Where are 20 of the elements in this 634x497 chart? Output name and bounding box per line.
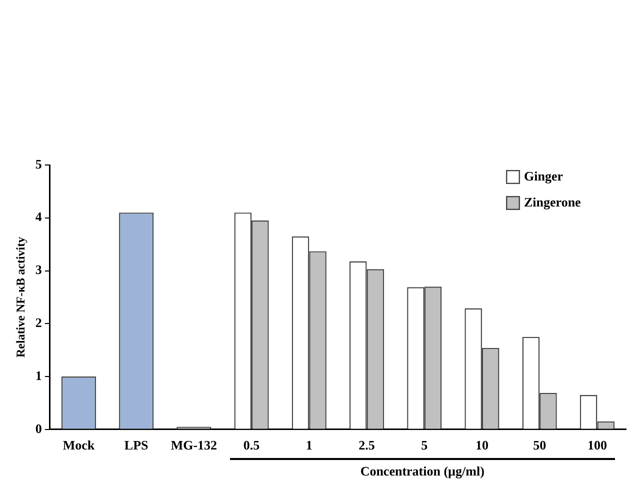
x-tick-label: 2.5 bbox=[358, 438, 376, 453]
y-tick-label: 4 bbox=[35, 209, 42, 224]
y-axis-title: Relative NF-κB activity bbox=[13, 236, 28, 358]
y-tick-label: 5 bbox=[35, 156, 42, 172]
x-tick-label: 1 bbox=[306, 438, 312, 453]
x-tick-label: 100 bbox=[587, 438, 607, 453]
x-tick-label: 50 bbox=[533, 438, 546, 453]
y-tick-label: 2 bbox=[35, 315, 42, 330]
x-tick-label: 0.5 bbox=[243, 438, 260, 453]
x-tick-label: 5 bbox=[421, 438, 428, 453]
x-tick-label: Mock bbox=[62, 438, 96, 453]
y-tick-label: 3 bbox=[35, 262, 42, 278]
x-tick-label: LPS bbox=[124, 438, 148, 453]
x-tick-label: 10 bbox=[475, 438, 488, 453]
legend-label: Zingerone bbox=[524, 194, 582, 210]
y-tick-label: 0 bbox=[35, 420, 42, 436]
x-axis-title: Concentration (µg/ml) bbox=[360, 463, 484, 478]
x-tick-label: MG-132 bbox=[170, 438, 218, 453]
y-tick-label: 1 bbox=[35, 368, 42, 383]
legend-label: Ginger bbox=[524, 168, 564, 184]
